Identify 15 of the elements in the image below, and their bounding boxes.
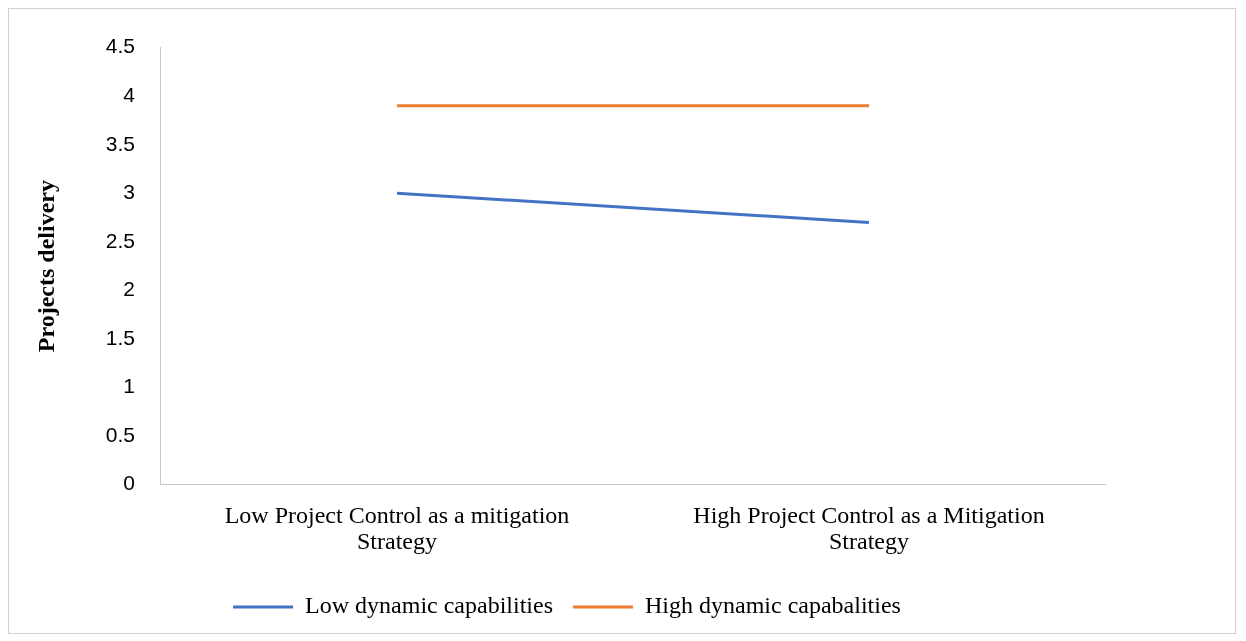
x-tick-label: Low Project Control as a mitigation Strategy [224,502,570,554]
y-tick-label: 2 [123,277,135,301]
y-tick-label: 2.5 [105,228,135,252]
legend-label: High dynamic capabalities [645,592,901,619]
y-tick-label: 3.5 [105,131,135,155]
legend-label: Low dynamic capabilities [305,592,553,619]
y-tick-label: 1.5 [105,325,135,349]
y-axis-title: Projects delivery [32,180,59,353]
y-tick-label: 1 [123,374,135,398]
y-tick-label: 3 [123,180,135,204]
x-tick-label: High Project Control as a Mitigation Strategy [693,502,1045,554]
y-tick-label: 4.5 [105,34,135,58]
y-tick-label: 0 [123,471,135,495]
y-tick-label: 0.5 [105,422,135,446]
y-tick-label: 4 [123,82,136,106]
